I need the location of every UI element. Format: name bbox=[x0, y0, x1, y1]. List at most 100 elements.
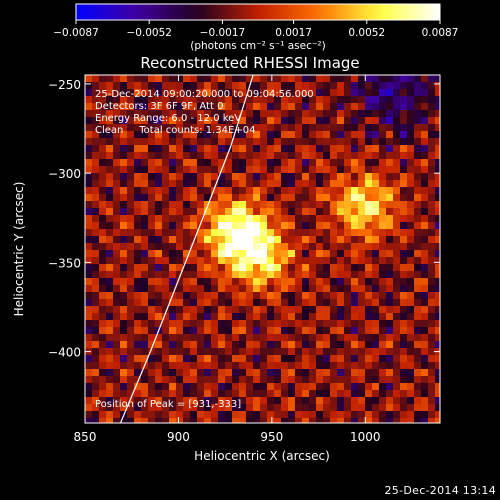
heatmap-cell bbox=[302, 173, 310, 181]
heatmap-cell bbox=[232, 236, 240, 244]
heatmap-cell bbox=[379, 313, 387, 321]
heatmap-cell bbox=[239, 159, 247, 167]
heatmap-cell bbox=[99, 292, 107, 300]
heatmap-cell bbox=[295, 138, 303, 146]
heatmap-cell bbox=[246, 278, 254, 286]
heatmap-cell bbox=[295, 383, 303, 391]
heatmap-cell bbox=[400, 411, 408, 419]
heatmap-cell bbox=[85, 194, 93, 202]
heatmap-cell bbox=[176, 222, 184, 230]
heatmap-cell bbox=[330, 278, 338, 286]
heatmap-cell bbox=[344, 369, 352, 377]
heatmap-cell bbox=[225, 194, 233, 202]
heatmap-cell bbox=[407, 355, 415, 363]
heatmap-cell bbox=[162, 390, 170, 398]
heatmap-cell bbox=[183, 355, 191, 363]
heatmap-cell bbox=[379, 292, 387, 300]
heatmap-cell bbox=[344, 264, 352, 272]
heatmap-cell bbox=[169, 257, 177, 265]
heatmap-cell bbox=[351, 390, 359, 398]
heatmap-cell bbox=[400, 201, 408, 209]
heatmap-cell bbox=[407, 411, 415, 419]
heatmap-cell bbox=[246, 334, 254, 342]
heatmap-cell bbox=[393, 285, 401, 293]
heatmap-cell bbox=[316, 236, 324, 244]
heatmap-cell bbox=[351, 173, 359, 181]
heatmap-cell bbox=[351, 145, 359, 153]
heatmap-cell bbox=[141, 320, 149, 328]
heatmap-cell bbox=[155, 271, 163, 279]
heatmap-cell bbox=[337, 243, 345, 251]
heatmap-cell bbox=[162, 278, 170, 286]
heatmap-cell bbox=[134, 173, 142, 181]
heatmap-cell bbox=[358, 390, 366, 398]
heatmap-cell bbox=[141, 229, 149, 237]
heatmap-cell bbox=[386, 383, 394, 391]
heatmap-cell bbox=[330, 75, 338, 83]
heatmap-cell bbox=[421, 75, 429, 83]
heatmap-cell bbox=[379, 278, 387, 286]
heatmap-cell bbox=[260, 264, 268, 272]
heatmap-cell bbox=[351, 355, 359, 363]
heatmap-cell bbox=[288, 397, 296, 405]
heatmap-cell bbox=[183, 411, 191, 419]
heatmap-cell bbox=[232, 306, 240, 314]
heatmap-cell bbox=[330, 264, 338, 272]
heatmap-cell bbox=[393, 180, 401, 188]
heatmap-cell bbox=[113, 236, 121, 244]
heatmap-cell bbox=[435, 285, 443, 293]
heatmap-cell bbox=[386, 243, 394, 251]
heatmap-cell bbox=[246, 257, 254, 265]
heatmap-cell bbox=[309, 243, 317, 251]
heatmap-cell bbox=[113, 348, 121, 356]
heatmap-cell bbox=[316, 369, 324, 377]
heatmap-cell bbox=[435, 75, 443, 83]
heatmap-cell bbox=[106, 327, 114, 335]
heatmap-cell bbox=[169, 369, 177, 377]
heatmap-cell bbox=[190, 257, 198, 265]
heatmap-cell bbox=[337, 390, 345, 398]
heatmap-cell bbox=[302, 341, 310, 349]
heatmap-cell bbox=[414, 271, 422, 279]
heatmap-cell bbox=[155, 75, 163, 83]
heatmap-cell bbox=[316, 390, 324, 398]
heatmap-cell bbox=[351, 243, 359, 251]
heatmap-cell bbox=[260, 138, 268, 146]
heatmap-cell bbox=[302, 362, 310, 370]
heatmap-cell bbox=[113, 292, 121, 300]
heatmap-cell bbox=[428, 89, 436, 97]
heatmap-cell bbox=[323, 362, 331, 370]
heatmap-cell bbox=[169, 418, 177, 426]
heatmap-cell bbox=[148, 320, 156, 328]
heatmap-cell bbox=[386, 418, 394, 426]
heatmap-cell bbox=[204, 334, 212, 342]
heatmap-cell bbox=[358, 82, 366, 90]
heatmap-cell bbox=[393, 138, 401, 146]
heatmap-cell bbox=[113, 313, 121, 321]
heatmap-cell bbox=[85, 89, 93, 97]
heatmap-cell bbox=[190, 306, 198, 314]
heatmap-cell bbox=[351, 187, 359, 195]
heatmap-cell bbox=[183, 173, 191, 181]
heatmap-cell bbox=[365, 250, 373, 258]
heatmap-cell bbox=[344, 383, 352, 391]
heatmap-cell bbox=[274, 250, 282, 258]
heatmap-cell bbox=[134, 341, 142, 349]
heatmap-cell bbox=[148, 215, 156, 223]
heatmap-cell bbox=[337, 194, 345, 202]
heatmap-cell bbox=[344, 278, 352, 286]
heatmap-cell bbox=[225, 418, 233, 426]
heatmap-cell bbox=[309, 369, 317, 377]
heatmap-cell bbox=[197, 187, 205, 195]
heatmap-cell bbox=[253, 145, 261, 153]
heatmap-cell bbox=[141, 306, 149, 314]
heatmap-cell bbox=[99, 194, 107, 202]
heatmap-cell bbox=[92, 306, 100, 314]
heatmap-cell bbox=[358, 222, 366, 230]
heatmap-cell bbox=[225, 250, 233, 258]
heatmap-cell bbox=[358, 341, 366, 349]
heatmap-cell bbox=[260, 362, 268, 370]
heatmap-cell bbox=[204, 229, 212, 237]
heatmap-cell bbox=[134, 236, 142, 244]
heatmap-cell bbox=[183, 194, 191, 202]
